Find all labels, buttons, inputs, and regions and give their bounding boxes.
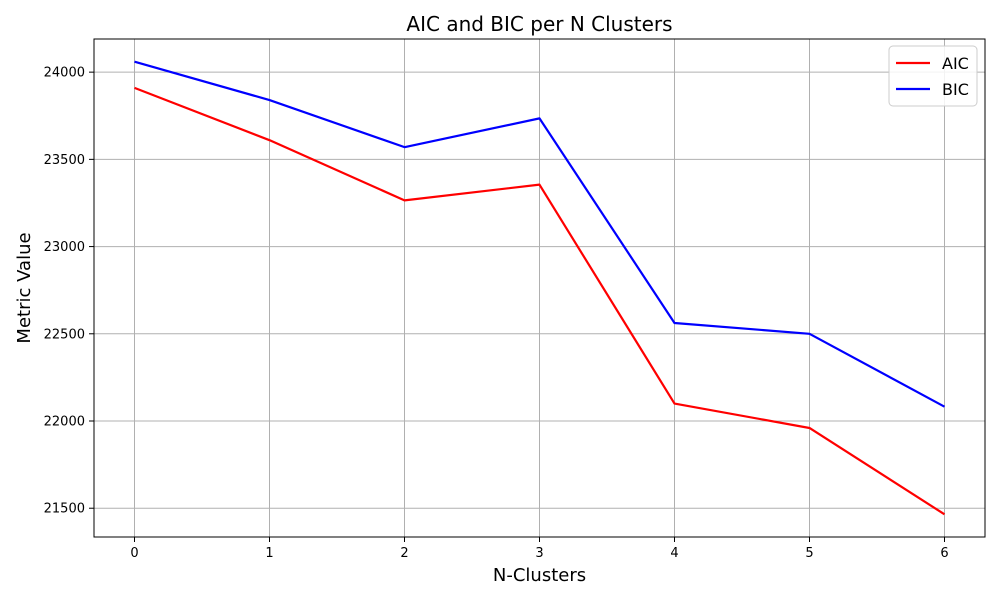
- tick-layer: 0 1 2 3 4 5 6 21500 22000 22500 23000 23500 24000: [44, 66, 949, 561]
- y-axis-label: Metric Value: [14, 232, 35, 343]
- y-tick-label: 21500: [44, 502, 85, 517]
- chart-title: AIC and BIC per N Clusters: [406, 12, 672, 36]
- y-tick-label: 23500: [44, 153, 85, 168]
- series-line-bic: [134, 60, 946, 408]
- x-tick-label: 3: [535, 546, 543, 561]
- y-tick-label: 23000: [44, 240, 85, 255]
- x-tick-label: 6: [940, 546, 948, 561]
- legend-label-aic: AIC: [942, 54, 969, 73]
- series-layer: [134, 60, 946, 516]
- y-tick-label: 24000: [44, 66, 85, 81]
- x-tick-label: 5: [805, 546, 813, 561]
- x-tick-label: 0: [130, 546, 138, 561]
- x-tick-label: 4: [670, 546, 678, 561]
- y-tick-label: 22000: [44, 415, 85, 430]
- legend-label-bic: BIC: [942, 80, 969, 99]
- grid-layer: [94, 39, 985, 537]
- y-tick-label: 22500: [44, 327, 85, 342]
- legend-box: [888, 45, 978, 107]
- x-axis-label: N-Clusters: [493, 565, 586, 586]
- series-line-aic: [134, 86, 946, 516]
- legend: AIC BIC: [888, 45, 978, 107]
- x-tick-label: 1: [265, 546, 273, 561]
- x-tick-label: 2: [400, 546, 408, 561]
